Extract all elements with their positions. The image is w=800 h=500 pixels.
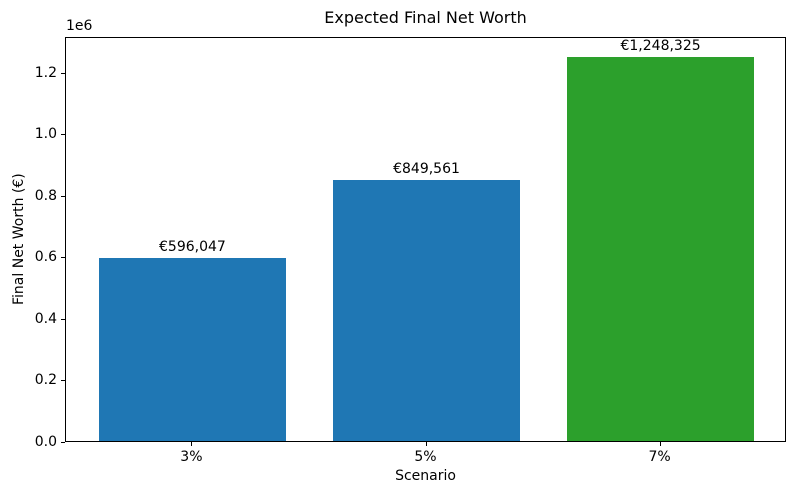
chart-title: Expected Final Net Worth (324, 8, 527, 27)
x-tick-mark (191, 442, 193, 446)
y-tick-mark (61, 257, 65, 259)
y-tick-mark (61, 318, 65, 320)
x-tick-mark (659, 442, 661, 446)
y-tick-mark (61, 134, 65, 136)
x-axis-label: Scenario (395, 468, 456, 484)
x-tick-label: 3% (180, 449, 203, 465)
plot-area: €596,047 €849,561 €1,248,325 (65, 37, 786, 442)
bar-3% (98, 257, 287, 441)
y-tick-label: 0.0 (34, 434, 57, 450)
y-tick-label: 0.6 (34, 249, 57, 266)
bar-value-label: €849,561 (393, 160, 460, 177)
x-tick-label: 5% (414, 449, 437, 465)
bar-value-label: €1,248,325 (620, 38, 701, 55)
x-tick-label: 7% (648, 449, 671, 465)
y-tick-label: 0.2 (34, 372, 57, 389)
y-tick-mark (61, 380, 65, 382)
bar-5% (332, 179, 521, 441)
bar-7% (566, 57, 755, 441)
y-tick-mark (61, 72, 65, 74)
x-tick-mark (425, 442, 427, 446)
y-tick-label: 1.0 (34, 126, 57, 143)
y-tick-mark (61, 442, 65, 443)
bar-value-label: €596,047 (159, 238, 226, 255)
y-tick-mark (61, 195, 65, 197)
y-tick-label: 0.8 (34, 187, 57, 204)
y-tick-label: 0.4 (34, 310, 57, 327)
y-axis-offset-text: 1e6 (66, 18, 93, 34)
y-tick-label: 1.2 (34, 64, 57, 81)
